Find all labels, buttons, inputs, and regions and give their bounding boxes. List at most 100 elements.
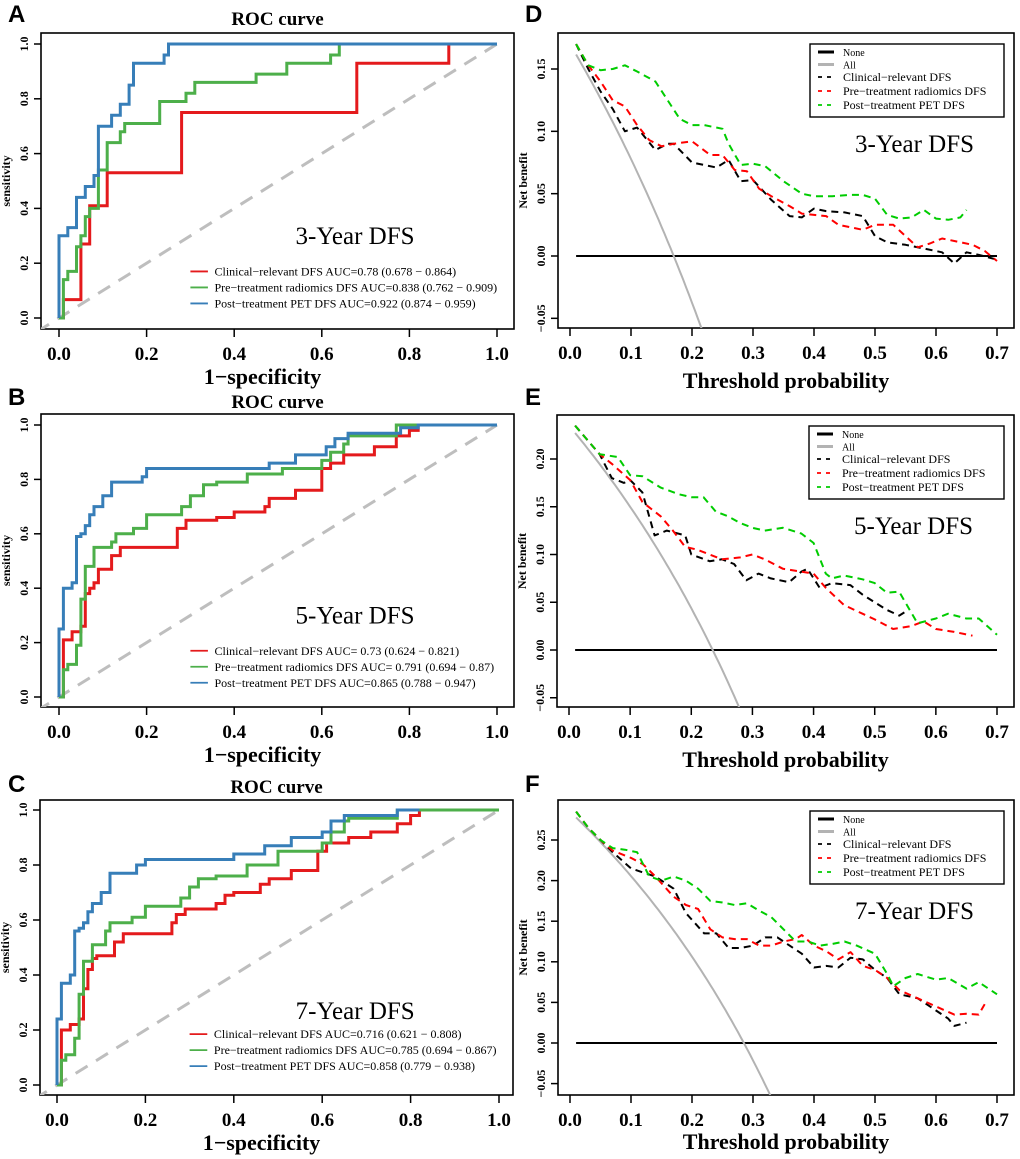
- x-tick-label: 0.2: [680, 1110, 704, 1131]
- reference-diagonal: [40, 808, 500, 1095]
- x-tick-label: 0.6: [924, 343, 948, 364]
- x-tick-label: 0.6: [310, 1110, 334, 1131]
- x-tick-label: 1.0: [487, 1110, 511, 1131]
- x-tick-label: 0.6: [310, 722, 334, 743]
- plot-area: [575, 43, 998, 328]
- reference-diagonal: [41, 42, 498, 329]
- legend-label-pet: Post−treatment PET DFS: [843, 98, 965, 112]
- y-tick-label: 1.0: [17, 418, 31, 433]
- treat-all-curve: [574, 432, 741, 707]
- y-tick-label: 0.10: [533, 544, 547, 565]
- y-tick-label: 0.15: [534, 911, 548, 932]
- x-tick-label: 0.0: [45, 1110, 69, 1131]
- panel-letter: C: [8, 771, 25, 798]
- y-tick-label: 0.15: [534, 59, 548, 80]
- dca-curve-pet: [575, 810, 998, 996]
- plot-area: [575, 810, 998, 1095]
- x-tick-label: 1.0: [485, 722, 509, 743]
- x-tick-label: 0.0: [558, 343, 582, 364]
- dca-curve-clinical: [575, 810, 967, 1027]
- dca-curve-pet: [574, 424, 998, 636]
- y-tick-label: 0.05: [533, 592, 547, 613]
- y-tick-label: 0.2: [17, 256, 31, 271]
- x-tick-label: 0.5: [863, 722, 887, 743]
- y-tick-label: 1.0: [17, 37, 31, 52]
- dca-curve-radiomics: [574, 424, 973, 637]
- panel-a: A ROC curve 0.0 0.2 0.4 0.6 0.8 1.0 1−specificit…: [0, 1, 515, 389]
- y-tick-label: 0.10: [534, 951, 548, 972]
- x-tick-label: 0.6: [310, 344, 334, 365]
- y-tick-label: 0.2: [16, 1023, 30, 1038]
- roc-curve-pet: [57, 42, 497, 318]
- x-tick-label: 0.1: [618, 722, 642, 743]
- legend-label-clinical: Clinical−relevant DFS AUC= 0.73 (0.624 −…: [214, 644, 459, 658]
- legend-label-radiomics: Pre−treatment radiomics DFS: [842, 466, 985, 480]
- plot-frame: [39, 799, 514, 1096]
- x-tick-label: 0.4: [222, 344, 246, 365]
- roc-curve-radiomics: [59, 42, 497, 320]
- plot-area: [40, 808, 500, 1095]
- roc-curve-clinical: [59, 42, 497, 320]
- y-tick-label: 0.4: [17, 201, 31, 216]
- chart-title: ROC curve: [230, 777, 322, 798]
- legend-box: [808, 425, 1005, 500]
- panel-d: D 0.0 0.1 0.2 0.3 0.4 0.5 0.6 0.7 Threshold proba…: [516, 1, 1015, 393]
- y-tick-label: 0.00: [534, 1033, 548, 1054]
- legend-label-pet: Post−treatment PET DFS: [843, 865, 965, 879]
- panel-f: F 0.0 0.1 0.2 0.3 0.4 0.5 0.6 0.7 Threshold proba…: [516, 771, 1015, 1154]
- roc-curve-radiomics: [57, 808, 499, 1087]
- x-tick-label: 0.4: [802, 722, 826, 743]
- x-tick-label: 0.4: [222, 1110, 246, 1131]
- y-tick-label: −0.05: [533, 684, 547, 712]
- legend-label-clinical: Clinical−relevant DFS: [842, 452, 950, 466]
- x-axis-label: 1−specificity: [204, 364, 322, 389]
- x-axis-label: 1−specificity: [203, 1130, 321, 1155]
- legend-box: [809, 43, 1005, 118]
- x-tick-label: 0.1: [619, 343, 643, 364]
- x-tick-label: 0.0: [47, 344, 71, 365]
- x-tick-label: 0.2: [679, 722, 703, 743]
- panel-e: E 0.0 0.1 0.2 0.3 0.4 0.5 0.6 0.7 Threshold proba…: [515, 384, 1015, 772]
- x-axis-label: Threshold probability: [683, 1129, 889, 1154]
- dca-curve-radiomics: [575, 43, 998, 262]
- y-tick-label: 0.00: [533, 640, 547, 661]
- legend-label-clinical: Clinical−relevant DFS: [843, 837, 951, 851]
- y-tick-label: 0.00: [534, 246, 548, 267]
- y-tick-label: 0.15: [533, 496, 547, 517]
- y-tick-label: −0.05: [534, 1070, 548, 1098]
- x-tick-label: 1.0: [485, 344, 509, 365]
- x-tick-label: 0.5: [863, 1110, 887, 1131]
- legend-label-radiomics: Pre−treatment radiomics DFS AUC=0.838 (0…: [214, 280, 497, 294]
- x-tick-label: 0.4: [802, 1110, 826, 1131]
- plot-frame: [557, 32, 1015, 329]
- period-annotation: 7-Year DFS: [855, 898, 974, 925]
- x-tick-label: 0.2: [135, 344, 159, 365]
- period-annotation: 3-Year DFS: [855, 131, 974, 158]
- dca-curve-pet: [575, 43, 968, 221]
- y-tick-label: 0.8: [16, 858, 30, 873]
- legend-label-clinical: Clinical−relevant DFS: [843, 70, 951, 84]
- legend-label-none: None: [842, 430, 864, 441]
- legend-label-none: None: [843, 48, 865, 59]
- y-tick-label: −0.05: [534, 304, 548, 332]
- dca-curve-clinical: [574, 424, 906, 617]
- y-tick-label: 0.8: [17, 91, 31, 106]
- x-axis-label: 1−specificity: [204, 742, 322, 767]
- legend-label-radiomics: Pre−treatment radiomics DFS AUC=0.785 (0…: [214, 1043, 497, 1057]
- x-tick-label: 0.1: [619, 1110, 643, 1131]
- legend-label-none: None: [843, 815, 865, 826]
- legend-label-radiomics: Pre−treatment radiomics DFS AUC= 0.791 (…: [214, 660, 494, 674]
- x-tick-label: 0.3: [741, 343, 765, 364]
- x-axis-label: Threshold probability: [682, 747, 888, 772]
- roc-curve-pet: [57, 423, 497, 697]
- x-tick-label: 0.4: [802, 343, 826, 364]
- x-tick-label: 0.2: [134, 1110, 158, 1131]
- period-annotation: 7-Year DFS: [296, 998, 415, 1025]
- y-tick-label: 0.20: [534, 870, 548, 891]
- legend-label-all: All: [843, 828, 856, 839]
- y-tick-label: 0.8: [17, 472, 31, 487]
- y-tick-label: 0.6: [17, 526, 31, 541]
- y-axis-label: sensitivity: [0, 155, 13, 206]
- period-annotation: 3-Year DFS: [296, 223, 415, 250]
